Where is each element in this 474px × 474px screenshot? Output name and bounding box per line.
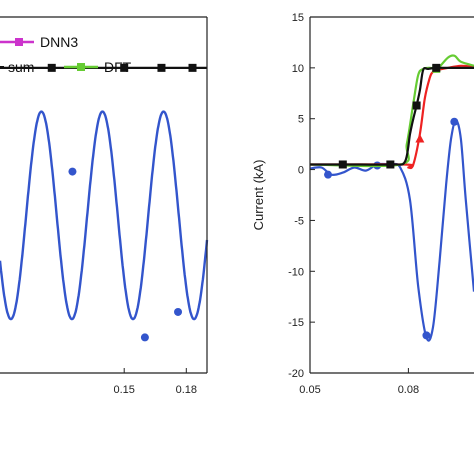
right-plot-area <box>309 54 474 342</box>
left-series-sum-marker <box>157 63 166 72</box>
legend-label-dft: DFT <box>104 59 132 75</box>
right-series-blue-marker <box>450 117 459 126</box>
right-y-tick-label: 5 <box>298 114 304 126</box>
left-series-sum-marker <box>188 63 197 72</box>
right-y-tick-label: -15 <box>288 317 304 329</box>
left-x-tick-label: 0.15 <box>113 384 134 396</box>
right-series-blue-marker <box>422 331 431 340</box>
right-panel: 15 10 5 0 -5 -10 -15 -20 0.05 0.08 Current (kA) <box>251 12 474 396</box>
left-panel: 0.15 0.18 DNN3 sum DFT <box>0 16 209 396</box>
legend: DNN3 sum DFT <box>0 34 132 75</box>
right-series-sum-marker <box>338 160 347 169</box>
right-x-ticks: 0.05 0.08 <box>299 368 419 396</box>
right-y-tick-label: 15 <box>292 12 304 24</box>
right-x-tick-label: 0.05 <box>299 384 320 396</box>
legend-marker-dft <box>77 63 85 71</box>
legend-label-dnn3: DNN3 <box>40 34 78 50</box>
legend-marker-dnn3 <box>15 38 23 46</box>
left-series-blue-marker <box>68 167 77 176</box>
right-series-blue-line <box>309 119 474 342</box>
right-y-tick-label: -5 <box>294 215 304 227</box>
left-series-blue-line <box>0 110 209 321</box>
right-series-sum-marker <box>412 101 421 110</box>
right-plot-frame <box>310 17 474 373</box>
left-series-sum-marker <box>47 63 56 72</box>
left-series-sum-marker <box>120 63 129 72</box>
right-x-tick-label: 0.08 <box>398 384 419 396</box>
right-series-blue-marker <box>324 170 333 179</box>
right-series-sum-marker <box>432 63 441 72</box>
left-series-blue-marker <box>140 333 149 342</box>
right-y-axis-label: Current (kA) <box>251 160 266 231</box>
left-series-blue-marker <box>174 307 183 316</box>
right-series-red-marker <box>415 134 425 143</box>
left-plot-area <box>0 63 209 342</box>
left-x-tick-label: 0.18 <box>176 384 197 396</box>
legend-label-sum: sum <box>8 59 34 75</box>
right-y-tick-label: -10 <box>288 266 304 278</box>
left-x-ticks: 0.15 0.18 <box>113 368 197 396</box>
right-y-ticks: 15 10 5 0 -5 -10 -15 -20 <box>288 12 315 380</box>
right-y-tick-label: 10 <box>292 63 304 75</box>
right-y-tick-label: -20 <box>288 368 304 380</box>
right-series-sum-marker <box>386 160 395 169</box>
right-y-tick-label: 0 <box>298 165 304 177</box>
